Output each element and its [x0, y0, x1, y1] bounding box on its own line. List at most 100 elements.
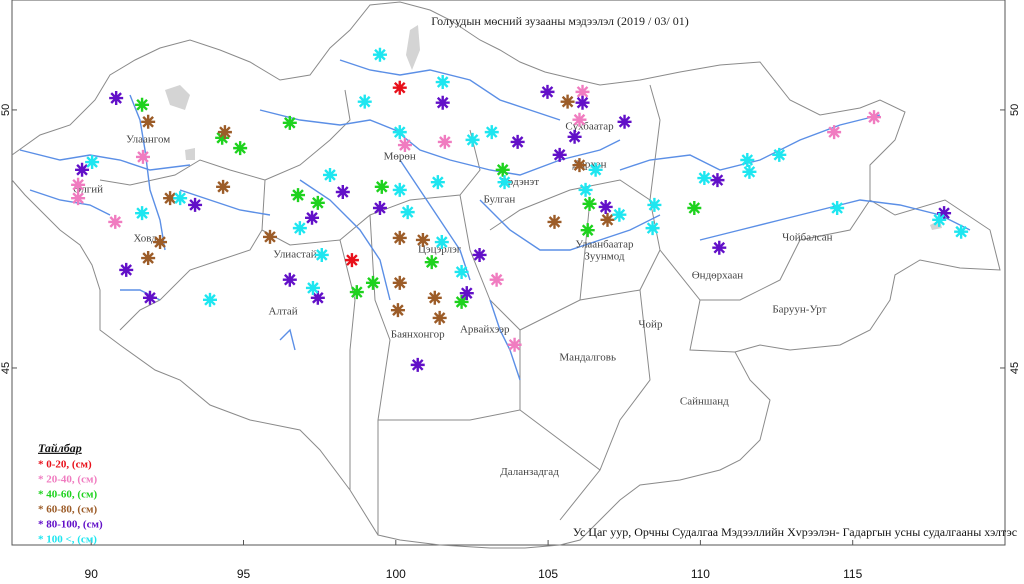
y-tick-label: 45 — [1009, 362, 1021, 374]
station-marker — [357, 94, 372, 109]
station-marker — [954, 224, 969, 239]
place-name: Өндөрхаан — [692, 270, 744, 282]
place-name: Цэцэрлэг — [418, 243, 462, 255]
map-title: Голуудын мөсний зузааны мэдээлэл (2019 /… — [431, 14, 688, 28]
station-marker — [552, 147, 567, 162]
y-tick-label: 45 — [0, 362, 12, 374]
station-marker — [390, 303, 405, 318]
station-marker — [572, 112, 587, 127]
station-marker — [495, 162, 510, 177]
station-marker — [292, 221, 307, 236]
station-marker — [108, 214, 123, 229]
station-marker — [454, 294, 469, 309]
station-marker — [282, 272, 297, 287]
station-marker — [575, 95, 590, 110]
station-marker — [119, 262, 134, 277]
country-border — [11, 1, 1001, 549]
station-marker — [435, 95, 450, 110]
station-marker — [612, 207, 627, 222]
station-marker — [472, 247, 487, 262]
station-marker — [465, 132, 480, 147]
x-tick-label: 100 — [386, 567, 406, 581]
station-marker — [432, 310, 447, 325]
station-marker — [305, 280, 320, 295]
station-marker — [459, 286, 474, 301]
station-marker — [141, 114, 156, 129]
station-marker — [392, 275, 407, 290]
station-marker — [335, 184, 350, 199]
x-tick-label: 115 — [843, 567, 862, 581]
legend-label: * 0-20, (см) — [38, 459, 92, 471]
legend-label: * 80-100, (см) — [38, 519, 103, 531]
legend-label: * 40-60, (см) — [38, 489, 97, 501]
station-marker — [827, 125, 842, 140]
station-marker — [567, 129, 582, 144]
station-marker — [217, 125, 232, 140]
station-marker — [374, 179, 389, 194]
x-tick-label: 110 — [691, 567, 710, 581]
credit: Ус Цаг уур, Орчны Судалгаа Мэдээллийн Хv… — [573, 525, 1017, 539]
place-name: Улаангом — [126, 133, 170, 145]
station-marker — [349, 285, 364, 300]
station-marker — [437, 134, 452, 149]
station-marker — [454, 264, 469, 279]
place-name: Булган — [483, 193, 515, 205]
station-marker — [435, 75, 450, 90]
legend-label: * 20-40, (см) — [38, 474, 97, 486]
station-marker — [262, 229, 277, 244]
station-marker — [397, 138, 412, 153]
station-marker — [582, 196, 597, 211]
map-frame — [11, 0, 1006, 546]
station-marker — [216, 179, 231, 194]
place-name: Чойбалсан — [782, 231, 832, 243]
station-marker — [540, 84, 555, 99]
place-name: Арвайхээр — [460, 323, 510, 335]
station-marker — [427, 290, 442, 305]
station-marker — [937, 206, 952, 221]
place-name: Мандалговь — [559, 352, 616, 364]
station-marker — [830, 200, 845, 215]
station-marker — [415, 232, 430, 247]
station-marker — [392, 230, 407, 245]
x-tick-label: 90 — [85, 567, 99, 581]
station-marker — [215, 130, 230, 145]
station-marker — [430, 175, 445, 190]
station-marker — [712, 240, 727, 255]
station-marker — [392, 80, 407, 95]
place-name: Сайншанд — [680, 396, 729, 408]
station-marker — [142, 290, 157, 305]
station-marker — [323, 167, 338, 182]
station-marker — [71, 191, 86, 206]
place-name: Мөрөн — [384, 150, 416, 162]
station-marker — [344, 253, 359, 268]
station-marker — [372, 47, 387, 62]
station-marker — [497, 175, 512, 190]
station-marker — [135, 97, 150, 112]
station-marker — [282, 115, 297, 130]
y-tick-label: 50 — [0, 104, 12, 116]
station-marker — [424, 255, 439, 270]
place-name: Баруун-Урт — [772, 304, 826, 316]
station-marker — [578, 182, 593, 197]
station-marker — [687, 200, 702, 215]
station-marker — [588, 162, 603, 177]
station-marker — [580, 223, 595, 238]
station-marker — [233, 141, 248, 156]
station-marker — [400, 205, 415, 220]
station-marker — [484, 125, 499, 140]
station-marker — [932, 212, 947, 227]
station-marker — [647, 197, 662, 212]
station-marker — [305, 210, 320, 225]
province-borders — [99, 84, 871, 535]
station-marker — [645, 221, 660, 236]
station-marker — [141, 251, 156, 266]
station-marker — [135, 206, 150, 221]
station-marker — [314, 247, 329, 262]
station-marker — [600, 212, 615, 227]
station-marker — [575, 84, 590, 99]
station-marker — [867, 110, 882, 125]
place-name: Ховд — [133, 232, 157, 244]
station-marker — [85, 155, 100, 170]
x-tick-label: 95 — [237, 567, 251, 581]
